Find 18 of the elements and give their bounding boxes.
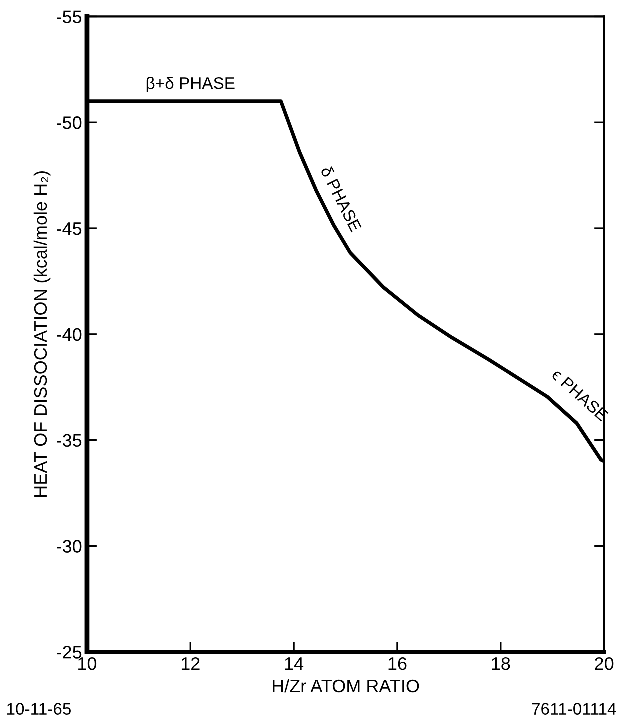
x-tick-label: 20 [595, 657, 614, 670]
y-tick-label: -45 [57, 222, 82, 236]
y-tick-label: -55 [57, 10, 82, 24]
x-tick-label: 16 [388, 657, 407, 670]
y-tick-label: -40 [57, 328, 82, 342]
x-tick-label: 10 [78, 657, 97, 670]
y-tick-label: -50 [57, 116, 82, 130]
x-tick-label: 12 [182, 657, 200, 670]
y-tick-label: -30 [57, 540, 82, 553]
text: 7611-01114 [532, 703, 616, 715]
x-tick-label: 18 [492, 657, 510, 670]
y-axis-title: HEAT OF DISSOCIATION (kcal/mole H₂) [34, 172, 51, 497]
y-tick-label: -25 [57, 646, 82, 659]
x-tick-label: 14 [285, 658, 304, 670]
y-tick-label: -35 [57, 434, 82, 448]
annotation: β+δ PHASE [146, 77, 235, 93]
x-axis-title: H/Zr ATOM RATIO [273, 679, 420, 693]
text: 10-11-65 [8, 703, 72, 715]
